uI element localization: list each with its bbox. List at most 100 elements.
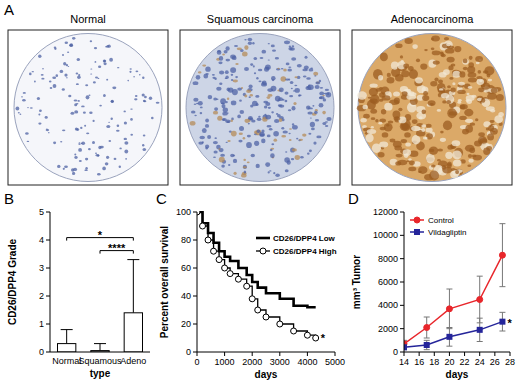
texture: [310, 122, 315, 127]
texture: [401, 139, 407, 143]
texture: [426, 124, 432, 128]
marker: [446, 306, 452, 312]
texture: [217, 50, 222, 54]
texture: [234, 172, 237, 175]
texture: [244, 67, 249, 71]
texture: [452, 71, 460, 78]
texture: [89, 112, 92, 114]
marker: [424, 342, 430, 348]
texture: [156, 102, 160, 104]
texture: [357, 91, 367, 99]
texture: [285, 151, 287, 152]
texture: [411, 126, 420, 131]
texture: [202, 141, 204, 143]
texture: [111, 100, 114, 103]
texture: [282, 99, 285, 101]
texture: [127, 80, 129, 82]
texture: [302, 69, 308, 72]
texture: [291, 158, 294, 160]
legend-line: [256, 237, 270, 240]
texture: [370, 109, 377, 114]
texture: [271, 76, 276, 81]
texture: [285, 79, 289, 81]
texture: [288, 47, 292, 51]
texture: [239, 132, 243, 135]
texture: [483, 148, 490, 156]
texture: [265, 115, 271, 120]
y-tick: [400, 212, 404, 213]
texture: [231, 74, 234, 76]
marker: [260, 248, 266, 254]
texture: [75, 127, 78, 130]
image-title: Adenocarcinoma: [391, 13, 474, 25]
texture: [269, 170, 271, 171]
texture: [445, 152, 452, 159]
legend-label: Control: [428, 216, 454, 225]
x-tick: [252, 352, 253, 356]
y-axis-label: CD26/DPP4 Grade: [7, 238, 18, 325]
tissue-core: [358, 34, 506, 182]
texture: [496, 94, 504, 101]
texture: [125, 158, 127, 160]
plot-area: [197, 211, 319, 341]
texture: [475, 118, 478, 121]
texture: [367, 129, 376, 134]
texture: [292, 106, 296, 110]
texture: [117, 67, 119, 68]
panel-label: B: [4, 190, 14, 207]
texture: [460, 105, 465, 110]
texture: [278, 104, 282, 107]
texture: [104, 60, 107, 63]
texture: [394, 117, 401, 121]
texture: [249, 85, 253, 89]
texture: [491, 87, 498, 93]
y-axis: [50, 212, 51, 352]
texture: [279, 87, 284, 92]
texture: [312, 105, 314, 107]
texture: [135, 95, 138, 97]
texture: [250, 104, 253, 107]
texture: [418, 166, 427, 174]
y-axis-label: Percent overall survival: [159, 226, 170, 339]
texture: [451, 88, 456, 93]
texture: [438, 79, 443, 83]
texture: [292, 45, 295, 47]
texture: [298, 95, 301, 97]
plot-area: [404, 224, 505, 351]
texture: [366, 134, 374, 143]
texture: [384, 103, 392, 111]
texture: [315, 85, 320, 89]
texture: [108, 122, 110, 123]
marker: [313, 335, 319, 341]
texture: [74, 153, 76, 155]
texture: [34, 81, 36, 83]
texture: [114, 158, 117, 160]
texture: [297, 64, 302, 68]
texture: [216, 87, 221, 91]
texture: [416, 59, 420, 63]
panel-label: A: [4, 1, 14, 18]
texture: [289, 95, 293, 97]
texture: [240, 110, 245, 114]
texture: [194, 104, 197, 105]
texture: [235, 76, 238, 78]
survival-line: [197, 212, 316, 338]
texture: [248, 123, 250, 125]
texture: [54, 47, 57, 49]
texture: [231, 79, 233, 81]
texture: [198, 141, 203, 144]
marker: [499, 252, 505, 258]
texture: [221, 165, 225, 168]
panel-label: C: [156, 190, 167, 207]
texture: [119, 148, 121, 150]
texture: [431, 36, 440, 42]
texture: [276, 113, 278, 115]
texture: [452, 140, 461, 146]
texture: [422, 95, 429, 101]
y-axis-label: mm³ Tumor: [351, 255, 362, 309]
texture: [306, 105, 311, 109]
texture: [295, 88, 300, 93]
texture: [232, 56, 237, 60]
texture: [308, 84, 310, 86]
texture: [38, 123, 41, 125]
